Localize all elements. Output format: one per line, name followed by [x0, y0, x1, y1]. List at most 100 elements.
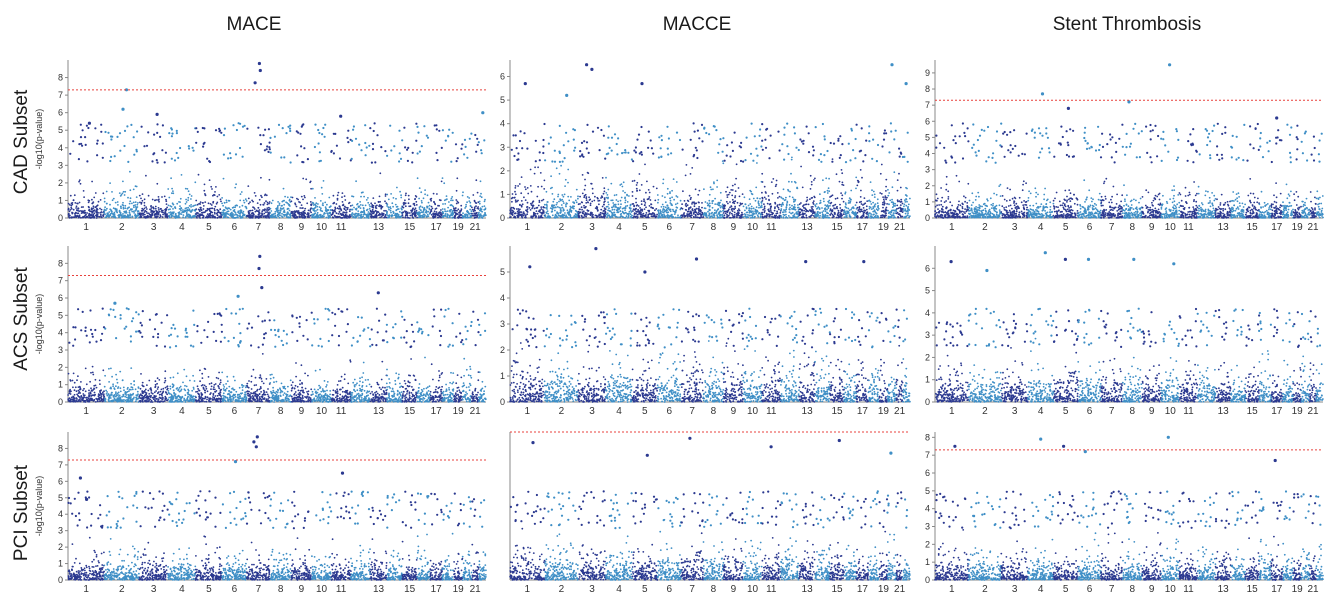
snp-point — [758, 207, 760, 209]
snp-point — [265, 209, 267, 211]
snp-point — [799, 203, 801, 205]
snp-point — [108, 211, 110, 213]
snp-point — [827, 207, 829, 209]
snp-point — [791, 217, 793, 219]
chromosome-points — [509, 123, 545, 219]
snp-point — [795, 217, 797, 219]
snp-point — [317, 129, 319, 131]
snp-point — [819, 212, 821, 214]
snp-point — [782, 198, 784, 200]
snp-point — [830, 212, 832, 214]
snp-point — [350, 205, 352, 207]
snp-point — [466, 157, 468, 159]
snp-point — [72, 202, 74, 204]
snp-point — [199, 209, 201, 211]
snp-point — [189, 194, 191, 196]
snp-point — [676, 181, 678, 183]
snp-point — [151, 207, 153, 209]
snp-point — [641, 184, 643, 186]
snp-point — [136, 196, 138, 198]
snp-point — [620, 213, 622, 215]
snp-point — [570, 196, 572, 198]
snp-point — [640, 214, 642, 216]
snp-point — [650, 199, 652, 201]
snp-point — [365, 205, 367, 207]
snp-point — [586, 214, 588, 216]
snp-point — [336, 203, 338, 205]
snp-point — [517, 211, 519, 213]
snp-point — [844, 211, 846, 213]
snp-point — [264, 129, 266, 131]
snp-point — [447, 207, 449, 209]
snp-point — [777, 217, 779, 219]
snp-point — [266, 145, 268, 147]
snp-point — [131, 203, 133, 205]
snp-point — [562, 207, 564, 209]
snp-point — [749, 190, 751, 192]
snp-point — [722, 160, 724, 162]
snp-point — [473, 212, 475, 214]
snp-point — [144, 202, 146, 204]
snp-point — [119, 150, 121, 152]
snp-point — [732, 216, 734, 218]
snp-point — [871, 189, 873, 191]
snp-point — [185, 208, 187, 210]
snp-point — [114, 213, 116, 215]
snp-point — [119, 192, 121, 194]
snp-point — [587, 210, 589, 212]
snp-point — [389, 125, 391, 127]
snp-point — [649, 192, 651, 194]
snp-point — [686, 164, 688, 166]
snp-point — [241, 212, 243, 214]
snp-point — [564, 212, 566, 214]
snp-point — [412, 213, 414, 215]
snp-point — [428, 208, 430, 210]
snp-point — [696, 149, 698, 151]
snp-point — [524, 213, 526, 215]
snp-point — [481, 217, 483, 219]
snp-point — [131, 211, 133, 213]
top-hit-point — [88, 122, 91, 125]
snp-point — [763, 203, 765, 205]
snp-point — [476, 138, 478, 140]
snp-point — [624, 217, 626, 219]
snp-point — [91, 199, 93, 201]
chromosome-points — [246, 127, 271, 219]
snp-point — [235, 183, 237, 185]
snp-point — [75, 215, 77, 217]
snp-point — [86, 212, 88, 214]
snp-point — [791, 157, 793, 159]
snp-point — [523, 211, 525, 213]
snp-point — [724, 211, 726, 213]
snp-point — [405, 193, 407, 195]
snp-point — [662, 195, 664, 197]
snp-point — [732, 150, 734, 152]
snp-point — [707, 204, 709, 206]
snp-point — [236, 129, 238, 131]
snp-point — [417, 211, 419, 213]
snp-point — [713, 183, 715, 185]
snp-point — [744, 210, 746, 212]
snp-point — [802, 143, 804, 145]
snp-point — [677, 217, 679, 219]
snp-point — [206, 158, 208, 160]
snp-point — [616, 143, 618, 145]
snp-point — [616, 194, 618, 196]
snp-point — [479, 201, 481, 203]
snp-point — [827, 192, 829, 194]
snp-point — [334, 133, 336, 135]
y-tick-label: 5 — [58, 125, 63, 135]
snp-point — [650, 139, 652, 141]
snp-point — [604, 217, 606, 219]
snp-point — [541, 200, 543, 202]
snp-point — [516, 208, 518, 210]
snp-point — [147, 215, 149, 217]
snp-point — [781, 205, 783, 207]
snp-point — [318, 216, 320, 218]
snp-point — [430, 198, 432, 200]
snp-point — [122, 193, 124, 195]
snp-point — [391, 202, 393, 204]
snp-point — [583, 205, 585, 207]
row-title-pci: PCI Subset — [10, 413, 34, 613]
snp-point — [829, 205, 831, 207]
